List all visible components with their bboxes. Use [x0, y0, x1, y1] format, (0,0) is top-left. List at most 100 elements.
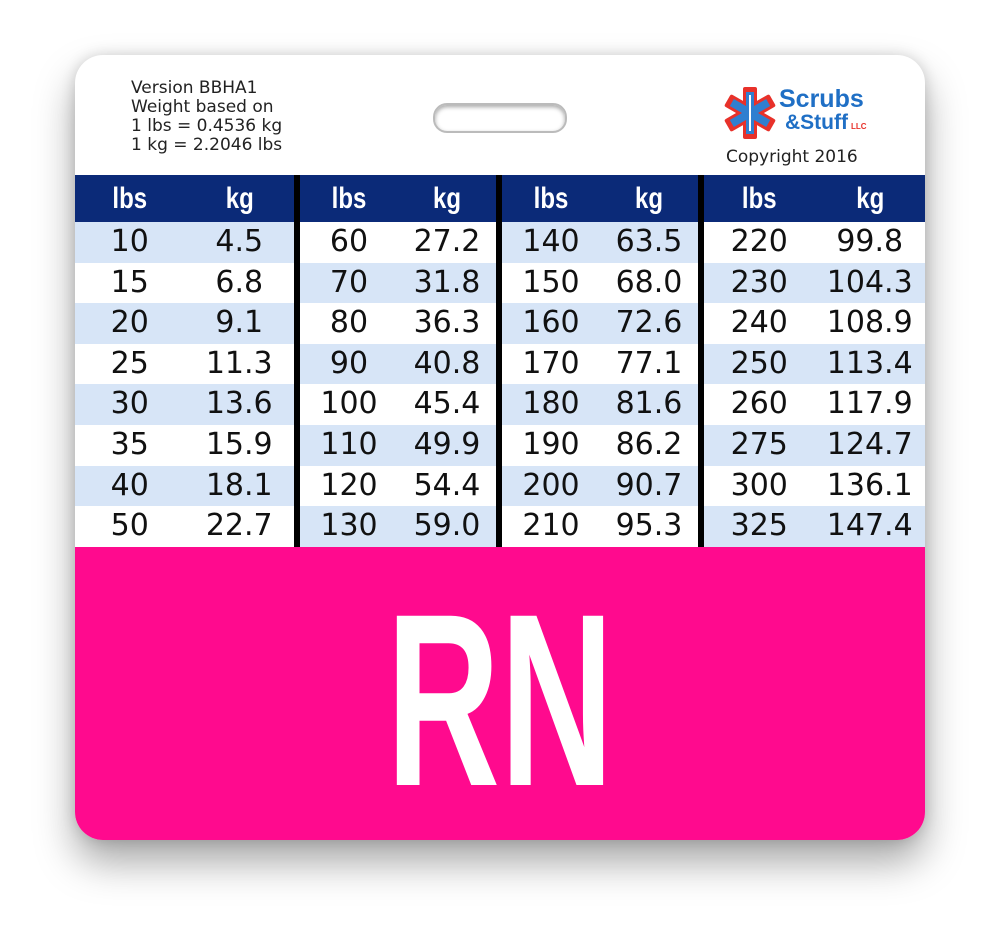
table-cell: 81.6 — [615, 386, 683, 422]
table-cell: 110 — [320, 426, 378, 462]
info-line: 1 lbs = 0.4536 kg — [131, 116, 283, 136]
table-cell: 124.7 — [826, 426, 913, 462]
table-row: 170 77.1 — [502, 343, 698, 385]
column-header: lbs — [533, 182, 569, 215]
table-row: 80 36.3 — [300, 303, 496, 344]
table-cell: 68.0 — [615, 264, 683, 300]
table-cell: 120 — [320, 467, 378, 503]
table-cell: 275 — [730, 426, 788, 462]
column-header: kg — [225, 182, 254, 215]
table-row: 240 108.9 — [704, 303, 925, 344]
table-cell: 10 — [110, 224, 149, 259]
table-cell: 60 — [329, 224, 369, 259]
table-cell: 27.2 — [413, 224, 481, 259]
table-cell: 240 — [730, 305, 788, 341]
table-cell: 35 — [110, 426, 149, 462]
copyright: Copyright 2016 — [726, 147, 858, 167]
table-cell: 99.8 — [836, 224, 904, 259]
table-cell: 40 — [110, 467, 149, 503]
role-band: RN — [75, 547, 925, 840]
table-cell: 49.9 — [413, 426, 481, 462]
table-cell: 190 — [522, 426, 580, 462]
table-row: 140 63.5 — [502, 222, 698, 263]
info-line: 1 kg = 2.2046 lbs — [131, 135, 283, 155]
table-cell: 50 — [110, 508, 149, 544]
table-row: 100 45.4 — [300, 384, 496, 425]
table-cell: 136.1 — [826, 467, 913, 503]
header-row: lbs kg — [300, 175, 496, 222]
table-cell: 95.3 — [615, 508, 683, 544]
table-cell: 100 — [320, 386, 378, 422]
table-cell: 22.7 — [205, 508, 273, 544]
table-cell: 90.7 — [615, 467, 683, 503]
table-row: 300 136.1 — [704, 465, 925, 507]
table-cell: 4.5 — [215, 224, 264, 259]
table-cell: 15.9 — [205, 426, 273, 462]
table-cell: 13.6 — [205, 386, 273, 422]
table-row: 230 104.3 — [704, 262, 925, 304]
table-cell: 15 — [110, 264, 149, 300]
table-cell: 200 — [522, 467, 580, 503]
logo-text: &Stuff — [785, 111, 849, 134]
table-cell: 40.8 — [413, 345, 481, 381]
table-cell: 140 — [522, 224, 580, 259]
role-label: RN — [386, 563, 614, 838]
table-row: 20 9.1 — [75, 303, 294, 344]
table-cell: 54.4 — [413, 467, 481, 503]
table-cell: 300 — [730, 467, 788, 503]
table-cell: 72.6 — [615, 305, 683, 341]
table-row: 275 124.7 — [704, 424, 925, 466]
table-cell: 86.2 — [615, 426, 683, 462]
table-group: lbs kg 60 27.2 70 31.8 80 36.3 90 40.8 100 45.4 110 4… — [300, 175, 496, 547]
column-header: kg — [432, 182, 461, 215]
table-group: lbs kg 140 63.5 150 68.0 160 72.6 170 77.1 180 81.6… — [502, 175, 698, 547]
table-cell: 170 — [522, 345, 580, 381]
table-cell: 70 — [329, 264, 369, 300]
table-cell: 77.1 — [615, 345, 683, 381]
table-cell: 11.3 — [205, 345, 273, 381]
info-line: Weight based on — [131, 97, 274, 117]
table-row: 325 147.4 — [704, 506, 925, 547]
table-row: 250 113.4 — [704, 343, 925, 385]
column-header: lbs — [741, 182, 777, 215]
table-row: 30 13.6 — [75, 384, 294, 425]
badge-slot — [433, 103, 567, 133]
table-row: 260 117.9 — [704, 384, 925, 425]
table-cell: 180 — [522, 386, 580, 422]
table-row: 90 40.8 — [300, 343, 496, 385]
table-cell: 130 — [320, 508, 378, 544]
logo-text: Scrubs — [779, 85, 864, 113]
table-row: 70 31.8 — [300, 262, 496, 304]
table-cell: 117.9 — [826, 386, 913, 422]
table-row: 25 11.3 — [75, 343, 294, 385]
table-cell: 104.3 — [826, 264, 913, 300]
table-cell: 25 — [110, 345, 149, 381]
info-line: Version BBHA1 — [131, 78, 258, 98]
table-cell: 31.8 — [413, 264, 481, 300]
logo-suffix: LLC — [851, 122, 867, 131]
table-cell: 45.4 — [413, 386, 481, 422]
table-row: 210 95.3 — [502, 506, 698, 547]
logo: Scrubs &Stuff LLC — [724, 85, 867, 139]
table-group: lbs kg 10 4.5 15 6.8 20 9.1 25 11.3 30 13.6 35 15.9 40… — [75, 175, 294, 547]
table-row: 160 72.6 — [502, 303, 698, 344]
table-row: 50 22.7 — [75, 506, 294, 547]
table-cell: 210 — [522, 508, 580, 544]
table-cell: 6.8 — [215, 264, 264, 300]
table-cell: 9.1 — [215, 305, 264, 341]
table-cell: 230 — [730, 264, 788, 300]
table-cell: 260 — [730, 386, 788, 422]
table-cell: 250 — [730, 345, 788, 381]
table-row: 110 49.9 — [300, 424, 496, 466]
table-cell: 147.4 — [826, 508, 913, 544]
table-cell: 80 — [329, 305, 369, 341]
table-cell: 18.1 — [205, 467, 273, 503]
table-cell: 59.0 — [413, 508, 481, 544]
column-header: lbs — [112, 182, 148, 215]
table-cell: 20 — [110, 305, 149, 341]
table-row: 40 18.1 — [75, 465, 294, 507]
column-header: kg — [855, 182, 884, 215]
logo-icon — [724, 87, 776, 139]
table-row: 35 15.9 — [75, 424, 294, 466]
header-row: lbs kg — [502, 175, 698, 222]
